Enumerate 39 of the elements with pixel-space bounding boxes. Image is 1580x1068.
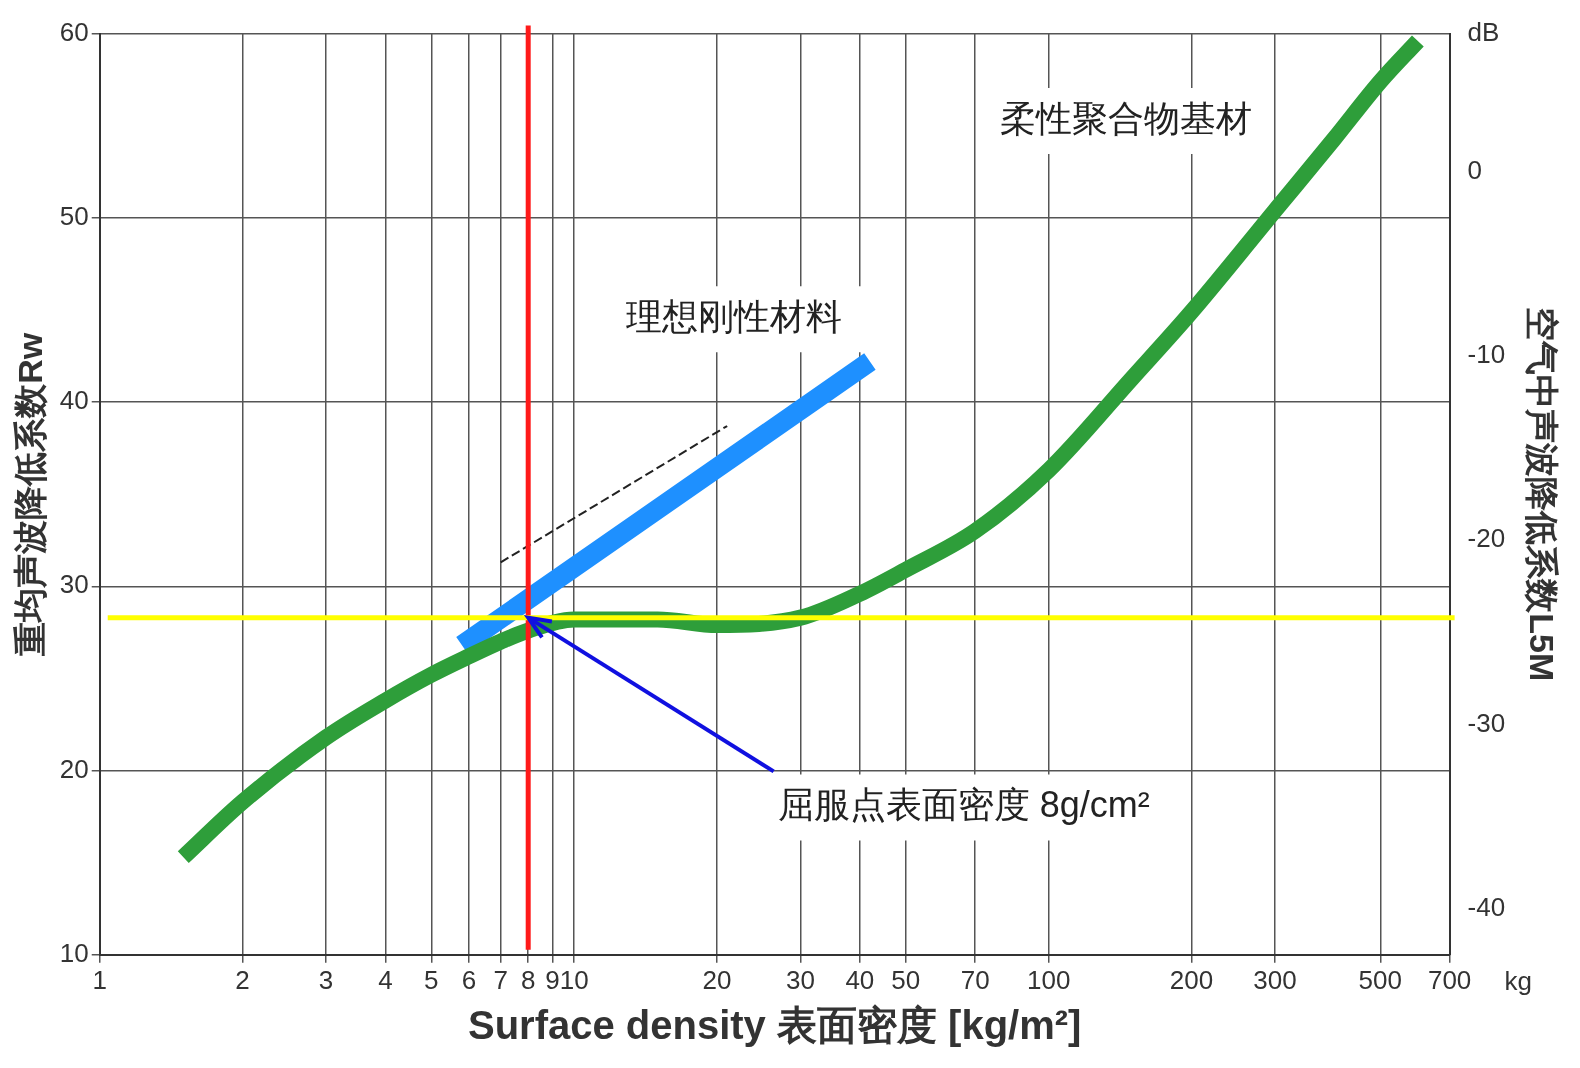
x-tick-label: 9 bbox=[545, 964, 560, 995]
x-tick-label: 100 bbox=[1026, 964, 1071, 995]
y2-tick-label: dB bbox=[1467, 16, 1500, 47]
x-tick-label: 40 bbox=[845, 964, 875, 995]
y2-tick-label: -20 bbox=[1467, 523, 1506, 554]
y-tick-label: 20 bbox=[59, 753, 89, 784]
x-tick-label: 7 bbox=[493, 964, 508, 995]
y-axis-title: 重均声波降低系数Rw bbox=[10, 332, 49, 656]
y2-tick-label: 0 bbox=[1467, 154, 1483, 185]
x-tick-label: 700 bbox=[1427, 964, 1472, 995]
y2-tick-label: -30 bbox=[1467, 707, 1506, 738]
x-tick-label: 8 bbox=[520, 964, 536, 995]
annotation: 柔性聚合物基材 bbox=[999, 98, 1252, 140]
y2-tick-label: -40 bbox=[1467, 891, 1506, 922]
x-tick-label: 3 bbox=[318, 964, 334, 995]
x-axis-title: Surface density 表面密度 [kg/m²] bbox=[467, 1003, 1082, 1048]
x-tick-label: 500 bbox=[1358, 964, 1402, 995]
text: kg bbox=[1504, 965, 1533, 996]
annotation: 屈服点表面密度 8g/cm² bbox=[777, 784, 1150, 826]
annotation: 理想刚性材料 bbox=[626, 296, 843, 338]
y-tick-label: 60 bbox=[59, 16, 89, 47]
x-tick-label: 1 bbox=[92, 964, 107, 995]
x-tick-label: 6 bbox=[461, 964, 477, 995]
x-tick-label: 30 bbox=[786, 964, 816, 995]
x-tick-label: 5 bbox=[424, 964, 439, 995]
x-tick-label: 300 bbox=[1253, 964, 1297, 995]
y-tick-label: 50 bbox=[59, 201, 89, 232]
y2-tick-label: -10 bbox=[1467, 339, 1506, 370]
x-tick-label: 4 bbox=[378, 964, 393, 995]
x-tick-label: 2 bbox=[235, 964, 250, 995]
y-tick-label: 30 bbox=[59, 569, 89, 600]
x-tick-label: 200 bbox=[1169, 964, 1214, 995]
x-tick-label: 70 bbox=[960, 964, 990, 995]
y2-axis-title: 空气中声波降低系数L5M bbox=[1523, 307, 1562, 682]
x-tick-label: 20 bbox=[702, 964, 732, 995]
y-tick-label: 10 bbox=[59, 937, 89, 968]
x-tick-label: 50 bbox=[891, 964, 921, 995]
y-tick-label: 40 bbox=[59, 385, 89, 416]
x-tick-label: 10 bbox=[559, 964, 589, 995]
